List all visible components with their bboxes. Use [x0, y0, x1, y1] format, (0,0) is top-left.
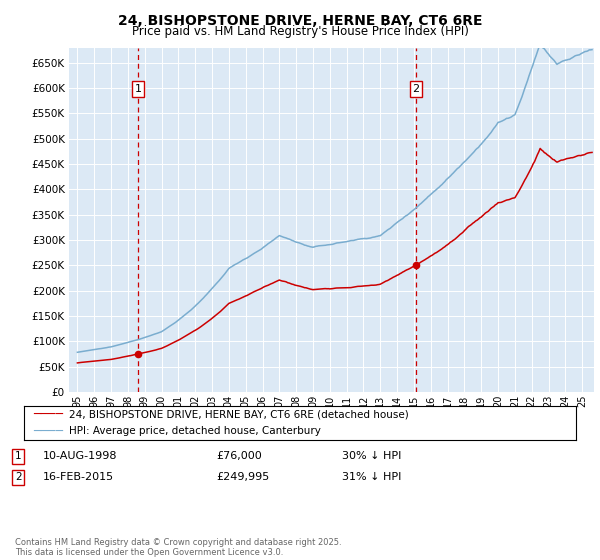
Text: 24, BISHOPSTONE DRIVE, HERNE BAY, CT6 6RE: 24, BISHOPSTONE DRIVE, HERNE BAY, CT6 6R…	[118, 14, 482, 28]
Text: £76,000: £76,000	[216, 451, 262, 461]
Text: 16-FEB-2015: 16-FEB-2015	[43, 472, 115, 482]
Text: 2: 2	[15, 472, 22, 482]
Text: 24, BISHOPSTONE DRIVE, HERNE BAY, CT6 6RE (detached house): 24, BISHOPSTONE DRIVE, HERNE BAY, CT6 6R…	[69, 409, 409, 419]
Text: ────: ────	[33, 408, 63, 421]
Text: £249,995: £249,995	[216, 472, 269, 482]
Text: 31% ↓ HPI: 31% ↓ HPI	[342, 472, 401, 482]
Text: Price paid vs. HM Land Registry's House Price Index (HPI): Price paid vs. HM Land Registry's House …	[131, 25, 469, 38]
Text: 10-AUG-1998: 10-AUG-1998	[43, 451, 118, 461]
Text: 1: 1	[134, 84, 142, 94]
Text: ────: ────	[33, 424, 63, 438]
Text: 1: 1	[15, 451, 22, 461]
Text: Contains HM Land Registry data © Crown copyright and database right 2025.
This d: Contains HM Land Registry data © Crown c…	[15, 538, 341, 557]
Text: HPI: Average price, detached house, Canterbury: HPI: Average price, detached house, Cant…	[69, 426, 321, 436]
Text: 2: 2	[412, 84, 419, 94]
Text: 30% ↓ HPI: 30% ↓ HPI	[342, 451, 401, 461]
